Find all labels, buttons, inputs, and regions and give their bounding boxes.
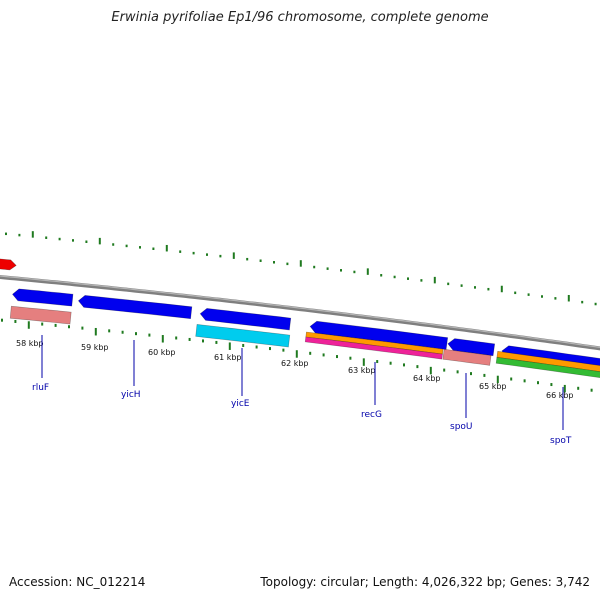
genome-summary-text: Topology: circular; Length: 4,026,322 bp… [260, 575, 590, 589]
scale-label: 61 kbp [214, 353, 242, 362]
scale-label: 62 kbp [281, 359, 309, 368]
inner-tick-row [1, 318, 593, 393]
genome-backbone [0, 274, 600, 351]
gene-yicE-arrow[interactable] [199, 308, 292, 331]
gene-labels: rluF yicH yicE recG spoU spoT [32, 335, 572, 446]
scale-label: 64 kbp [413, 374, 441, 383]
scale-label: 65 kbp [479, 382, 507, 391]
gene-label-rluF[interactable]: rluF [32, 383, 49, 393]
accession-text: Accession: NC_012214 [9, 575, 146, 589]
scale-label: 63 kbp [348, 366, 376, 375]
scale-label: 59 kbp [81, 343, 109, 352]
gene-label-yicE[interactable]: yicE [231, 399, 250, 409]
scale-label: 66 kbp [546, 391, 574, 400]
gene-label-yicH[interactable]: yicH [121, 390, 141, 400]
gene-label-spoT[interactable]: spoT [550, 436, 572, 446]
feature-magenta-recG[interactable] [304, 336, 443, 360]
gene-yicH-arrow[interactable] [77, 295, 193, 320]
gene-label-spoU[interactable]: spoU [450, 422, 473, 432]
scale-labels: 58 kbp 59 kbp 60 kbp 61 kbp 62 kbp 63 kbp 64 k… [16, 339, 574, 400]
feature-red[interactable] [0, 258, 17, 271]
gene-rluF-arrow[interactable] [12, 288, 74, 307]
feature-green-spoT[interactable] [495, 356, 600, 378]
gene-label-recG[interactable]: recG [361, 410, 382, 420]
feature-cyan-yicE[interactable] [195, 324, 291, 348]
scale-label: 60 kbp [148, 348, 176, 357]
feature-track [0, 258, 600, 378]
scale-label: 58 kbp [16, 339, 44, 348]
backbone-line [0, 274, 600, 351]
feature-pink-rluF[interactable] [9, 305, 72, 325]
page-title: Erwinia pyrifoliae Ep1/96 chromosome, co… [111, 10, 489, 25]
outer-tick-row [5, 231, 597, 306]
feature-pink-spoU[interactable] [442, 348, 492, 366]
backbone-highlight [0, 275, 600, 349]
